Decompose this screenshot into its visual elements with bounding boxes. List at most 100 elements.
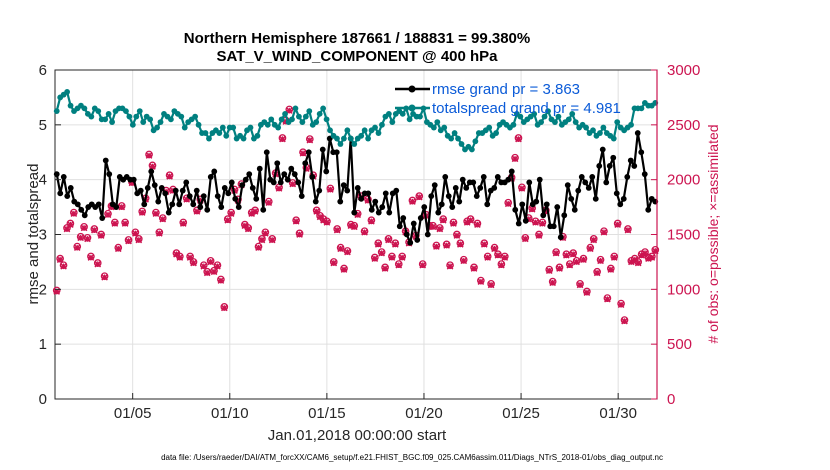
totalspread-point xyxy=(64,89,71,95)
rmse-point xyxy=(298,193,305,200)
obs-assimilated-marker xyxy=(60,262,67,270)
obs-assimilated-marker xyxy=(186,254,194,261)
rmse-point xyxy=(316,187,323,194)
rmse-point xyxy=(141,201,148,208)
footnote: data file: /Users/raeder/DAI/ATM_forcXX/… xyxy=(161,453,663,462)
rmse-point xyxy=(232,195,239,202)
obs-assimilated-marker xyxy=(152,210,160,217)
rmse-point xyxy=(491,184,498,191)
obs-assimilated-marker xyxy=(624,226,632,234)
rmse-point xyxy=(172,187,179,194)
rmse-point xyxy=(253,195,260,202)
totalspread-point xyxy=(95,108,102,115)
obs-assimilated-marker xyxy=(371,255,379,262)
totalspread-point xyxy=(292,105,299,112)
rmse-point xyxy=(533,198,540,205)
obs-assimilated-marker xyxy=(480,241,488,248)
obs-assimilated-marker xyxy=(104,211,112,219)
obs-assimilated-marker xyxy=(566,261,574,269)
obs-assimilated-marker xyxy=(313,208,320,215)
rmse-point xyxy=(344,187,351,194)
totalspread-point xyxy=(206,135,212,142)
totalspread-point xyxy=(296,113,302,120)
rmse-point xyxy=(393,187,400,194)
obs-assimilated-marker xyxy=(511,155,519,163)
legend-rmse-marker xyxy=(408,85,416,93)
totalspread-point xyxy=(451,130,458,136)
totalspread-point xyxy=(590,127,596,134)
rmse-point xyxy=(578,174,585,180)
rmse-point xyxy=(417,215,424,221)
legend: rmse grand pr = 3.863 totalspread grand … xyxy=(395,81,621,117)
obs-assimilated-marker xyxy=(265,199,273,207)
rmse-point xyxy=(67,184,74,191)
obs-assimilated-marker xyxy=(323,219,331,226)
rmse-point xyxy=(526,179,533,186)
totalspread-point xyxy=(358,132,365,139)
obs-assimilated-marker xyxy=(91,226,98,234)
totalspread-point xyxy=(136,108,143,115)
rmse-point xyxy=(239,182,246,189)
rmse-point xyxy=(102,157,109,164)
totalspread-point xyxy=(299,119,306,125)
totalspread-point xyxy=(202,130,209,136)
totalspread-point xyxy=(268,116,275,123)
rmse-point xyxy=(99,215,106,221)
totalspread-point xyxy=(417,113,423,120)
rmse-point xyxy=(200,193,207,200)
totalspread-point xyxy=(493,130,500,136)
totalspread-point xyxy=(129,121,136,128)
totalspread-point xyxy=(313,119,320,125)
obs-assimilated-marker xyxy=(436,225,444,233)
obs-assimilated-marker xyxy=(498,261,505,269)
rmse-point xyxy=(190,201,197,208)
rmse-point xyxy=(270,179,277,186)
rmse-point xyxy=(519,201,526,208)
obs-assimilated-marker xyxy=(470,265,478,272)
obs-assimilated-marker xyxy=(149,163,156,170)
rmse-point xyxy=(207,174,214,180)
obs-assimilated-marker xyxy=(337,245,344,253)
obs-assimilated-marker xyxy=(73,244,81,251)
rmse-point xyxy=(176,201,183,208)
rmse-point xyxy=(235,204,242,210)
rmse-point xyxy=(634,130,641,136)
obs-assimilated-marker xyxy=(563,252,570,259)
obs-assimilated-marker xyxy=(155,230,163,237)
rmse-point xyxy=(288,165,295,172)
totalspread-point xyxy=(389,119,396,125)
y-tick-label: 6 xyxy=(39,62,47,79)
rmse-point xyxy=(617,201,624,208)
rmse-point xyxy=(564,182,571,189)
totalspread-point xyxy=(469,146,475,153)
totalspread-point xyxy=(379,121,385,128)
totalspread-point xyxy=(254,132,261,139)
rmse-point xyxy=(309,174,316,180)
totalspread-point xyxy=(385,110,392,117)
obs-assimilated-marker xyxy=(552,249,560,257)
obs-assimilated-marker xyxy=(604,295,611,303)
rmse-point xyxy=(449,204,456,210)
rmse-point xyxy=(375,209,382,216)
totalspread-point xyxy=(282,110,288,117)
totalspread-point xyxy=(458,141,465,147)
obs-assimilated-marker xyxy=(501,254,509,261)
totalspread-point xyxy=(344,127,351,134)
totalspread-point xyxy=(486,124,493,131)
totalspread-point xyxy=(133,113,140,120)
obs-assimilated-marker xyxy=(114,245,122,253)
obs-assimilated-marker xyxy=(580,256,587,264)
obs-assimilated-marker xyxy=(67,221,74,228)
rmse-point xyxy=(435,209,442,216)
obs-assimilated-marker xyxy=(87,254,95,261)
obs-assimilated-marker xyxy=(504,200,512,208)
totalspread-point xyxy=(240,135,247,142)
rmse-point xyxy=(470,179,477,186)
rmse-point xyxy=(106,171,113,178)
rmse-point xyxy=(186,193,193,200)
obs-assimilated-marker xyxy=(296,231,303,238)
rmse-point xyxy=(606,163,613,169)
totalspread-point xyxy=(219,124,226,131)
rmse-point xyxy=(351,209,358,216)
obs-assimilated-marker xyxy=(251,208,259,215)
